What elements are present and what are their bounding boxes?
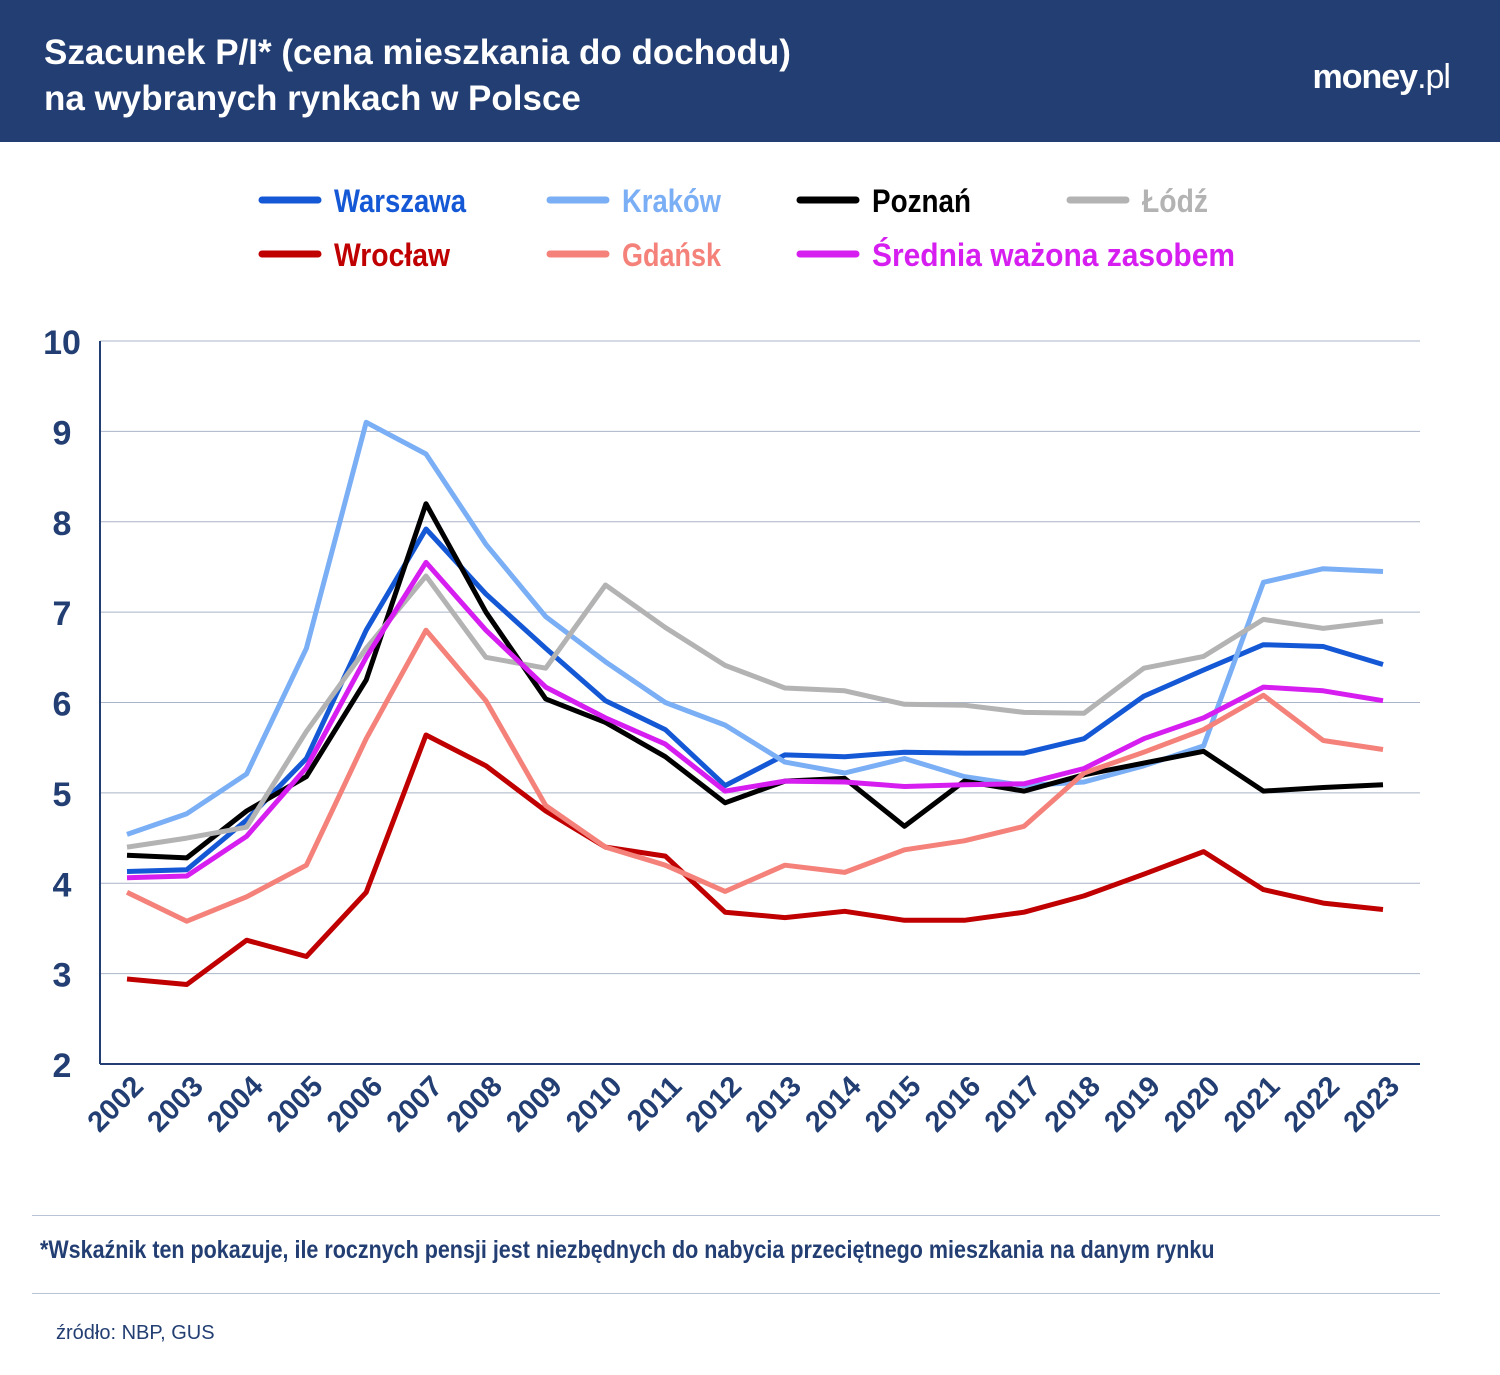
legend-item: Wrocław [258,237,450,273]
y-tick-label: 4 [53,866,72,904]
x-tick-label: 2023 [1338,1070,1406,1138]
series-line-Wrocław [126,732,1384,987]
legend-label: Gdańsk [622,237,721,273]
x-tick-label: 2007 [381,1070,449,1138]
legend-label: Łódź [1142,183,1208,219]
x-tick-label: 2008 [441,1070,509,1138]
series-line-Średnia ważona zasobem [126,559,1384,881]
source: źródło: NBP, GUS [56,1322,215,1344]
x-tick-label: 2010 [560,1070,628,1138]
series-line-Warszawa [126,526,1384,874]
line-chart: 2345678910200220032004200520062007200820… [43,183,1420,1139]
series-line-Gdańsk [125,627,1384,924]
legend-item: Średnia ważona zasobem [796,237,1235,273]
x-tick-label: 2022 [1278,1070,1346,1138]
legend-label: Wrocław [334,237,450,273]
header: Szacunek P/I* (cena mieszkania do dochod… [0,0,1500,142]
x-tick-label: 2013 [740,1070,808,1138]
y-tick-label: 10 [43,324,81,362]
divider [32,1293,1440,1294]
legend-label: Poznań [872,183,971,219]
x-tick-label: 2002 [82,1070,150,1138]
y-tick-label: 7 [53,595,72,633]
x-tick-label: 2017 [979,1070,1047,1138]
y-tick-label: 5 [53,776,72,814]
y-tick-label: 2 [53,1047,72,1085]
x-tick-label: 2006 [321,1070,389,1138]
y-tick-label: 8 [53,505,72,543]
x-tick-label: 2015 [859,1070,927,1138]
x-tick-label: 2016 [919,1070,987,1138]
x-tick-label: 2005 [261,1070,329,1138]
x-tick-label: 2020 [1158,1070,1226,1138]
x-tick-label: 2012 [680,1070,748,1138]
legend-label: Średnia ważona zasobem [872,237,1235,273]
y-tick-label: 6 [53,686,72,724]
legend-item: Kraków [546,183,721,219]
legend-label: Warszawa [334,183,466,219]
money-pl-logo: money.pl [1312,58,1451,96]
title-line-2: na wybranych rynkach w Polsce [44,79,581,118]
legend-item: Łódź [1066,183,1208,219]
title-line-1: Szacunek P/I* (cena mieszkania do dochod… [44,33,791,72]
legend-item: Warszawa [258,183,466,219]
x-tick-label: 2011 [621,1070,688,1137]
x-tick-label: 2009 [500,1070,568,1138]
series-line-Łódź [126,573,1384,850]
x-tick-label: 2021 [1218,1070,1286,1138]
x-tick-label: 2019 [1098,1070,1166,1138]
x-tick-label: 2003 [142,1070,210,1138]
divider [32,1215,1440,1216]
series-line-Poznań [126,501,1384,861]
x-tick-label: 2014 [799,1070,867,1138]
x-tick-label: 2018 [1039,1070,1107,1138]
chart-title: Szacunek P/I* (cena mieszkania do dochod… [44,30,791,122]
legend-item: Gdańsk [546,237,721,273]
y-tick-label: 3 [53,957,72,995]
y-tick-label: 9 [53,414,72,452]
footnote: *Wskaźnik ten pokazuje, ile rocznych pen… [40,1236,1215,1264]
legend-label: Kraków [622,183,721,219]
x-tick-label: 2004 [201,1070,269,1138]
legend-item: Poznań [796,183,971,219]
